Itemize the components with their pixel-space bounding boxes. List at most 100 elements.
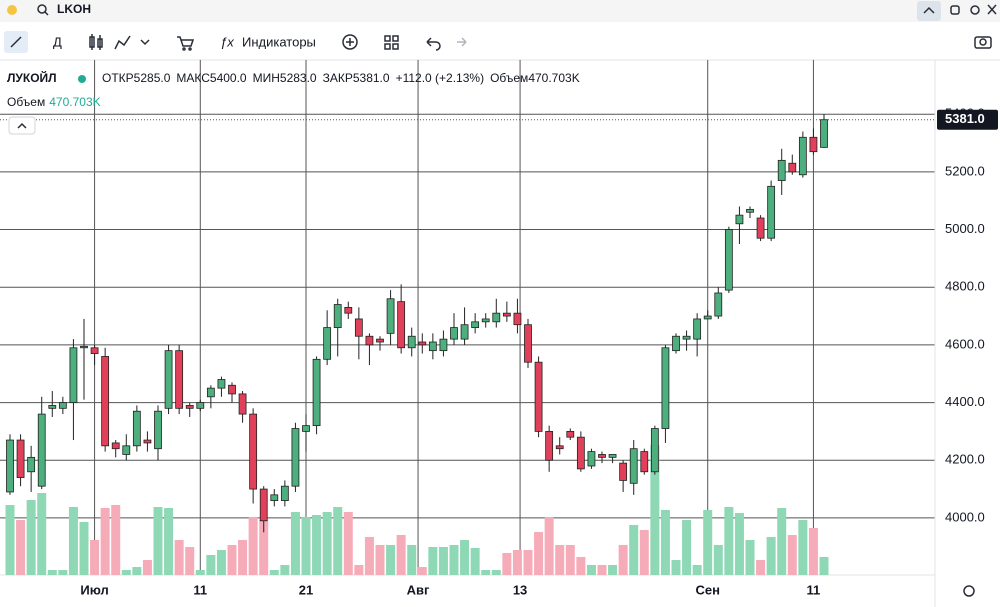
volume-bar bbox=[174, 540, 184, 575]
candle-body bbox=[259, 488, 268, 522]
candle-body bbox=[756, 217, 765, 239]
open-label: ОТКР bbox=[102, 71, 134, 85]
last-price-box bbox=[937, 109, 998, 130]
candle-body bbox=[809, 136, 818, 153]
candle-body bbox=[619, 462, 628, 481]
volume-bar bbox=[5, 505, 15, 575]
cart-icon[interactable] bbox=[177, 36, 195, 51]
volume-bar bbox=[671, 560, 681, 575]
layout-icon[interactable] bbox=[384, 35, 399, 50]
line-type-icon[interactable] bbox=[114, 35, 131, 50]
candle-body bbox=[608, 454, 617, 458]
interval[interactable]: Д bbox=[53, 34, 62, 49]
candle-body bbox=[143, 439, 152, 444]
volume-bar bbox=[269, 569, 279, 575]
ohlc-legend: ОТКР5285.0 МАКС5400.0 МИН5283.0 ЗАКР5381.0 +… bbox=[102, 71, 580, 85]
volume-bar bbox=[47, 569, 57, 575]
volume-bar bbox=[734, 513, 744, 575]
volume-bar bbox=[354, 564, 364, 575]
volume-bar bbox=[491, 569, 501, 575]
candle-body bbox=[407, 335, 416, 349]
volume-bar bbox=[576, 556, 586, 575]
collapse-legend-button[interactable] bbox=[8, 116, 36, 135]
chevron-icon[interactable] bbox=[140, 39, 150, 46]
candle-body bbox=[820, 119, 828, 148]
symbol[interactable]: LKOH bbox=[57, 2, 91, 16]
candle-body bbox=[185, 405, 194, 409]
collapse-button[interactable] bbox=[917, 1, 941, 21]
volume-bar bbox=[481, 569, 491, 575]
volume-bar bbox=[417, 567, 427, 575]
candle-body bbox=[450, 327, 458, 340]
volume-bar bbox=[618, 544, 628, 575]
candle-body bbox=[27, 456, 36, 473]
volume-bar bbox=[766, 536, 776, 575]
y-tick-label: 4600.0 bbox=[945, 336, 985, 351]
candle-body bbox=[640, 451, 649, 473]
candle-body bbox=[312, 358, 321, 427]
candle-body bbox=[397, 301, 406, 349]
undo-icon[interactable] bbox=[426, 37, 441, 51]
close-icon[interactable] bbox=[987, 4, 997, 15]
axis-settings-icon[interactable] bbox=[963, 585, 975, 597]
volume-bar bbox=[787, 534, 797, 575]
candle-body bbox=[524, 324, 532, 363]
x-tick-label: Июл bbox=[80, 582, 108, 597]
volume-bar bbox=[608, 564, 618, 575]
volume-bar bbox=[26, 500, 36, 575]
settings-icon[interactable] bbox=[970, 5, 980, 15]
y-tick-label: 4000.0 bbox=[945, 509, 985, 524]
candle-body bbox=[386, 298, 395, 334]
volume-bar bbox=[713, 544, 723, 575]
volume-bar bbox=[629, 525, 639, 575]
candle-body bbox=[101, 356, 110, 447]
snapshot-icon[interactable] bbox=[974, 36, 992, 49]
x-tick-label: 21 bbox=[299, 582, 313, 597]
candle-body bbox=[217, 379, 226, 389]
candle-body bbox=[206, 387, 215, 398]
window-icon[interactable] bbox=[950, 5, 960, 15]
volume-bar bbox=[438, 547, 448, 575]
volume-bar bbox=[724, 507, 734, 575]
volume-bar bbox=[703, 509, 713, 575]
volume-legend-value: 470.703K bbox=[49, 95, 100, 109]
search-icon[interactable] bbox=[37, 4, 49, 16]
volume-bar bbox=[206, 554, 216, 575]
fx-icon[interactable]: ƒx bbox=[220, 34, 234, 49]
candle-body bbox=[291, 428, 300, 487]
x-tick-label: 13 bbox=[513, 582, 527, 597]
candle-body bbox=[376, 338, 384, 343]
volume-bar bbox=[407, 544, 417, 575]
candle-body bbox=[555, 445, 564, 450]
volume-bar bbox=[280, 564, 290, 575]
x-tick-label: Сен bbox=[695, 582, 719, 597]
candle-body bbox=[629, 448, 638, 484]
candle-body bbox=[80, 345, 88, 349]
candle-body bbox=[777, 159, 786, 181]
volume-bar bbox=[586, 564, 596, 575]
y-tick-label: 5200.0 bbox=[945, 163, 985, 178]
candle-body bbox=[323, 327, 332, 360]
volume-bar bbox=[364, 536, 374, 575]
candle-body bbox=[587, 451, 596, 467]
candle-body bbox=[164, 350, 173, 409]
candle-body bbox=[460, 324, 469, 340]
candle-body bbox=[249, 413, 258, 490]
candle-body bbox=[90, 347, 99, 354]
indicators-button[interactable]: Индикаторы bbox=[242, 34, 316, 49]
candle-body bbox=[746, 208, 754, 213]
volume-bar bbox=[449, 544, 459, 575]
candle-body bbox=[154, 410, 162, 450]
close-value: 5381.0 bbox=[353, 71, 390, 85]
add-icon[interactable] bbox=[342, 34, 358, 50]
candle-body bbox=[672, 335, 680, 352]
volume-bar bbox=[682, 520, 692, 575]
candle-body bbox=[428, 341, 437, 352]
candle-body bbox=[122, 445, 131, 455]
candle-type-icon[interactable] bbox=[89, 34, 103, 50]
volume-bar bbox=[121, 569, 131, 575]
volume-bar bbox=[808, 528, 818, 575]
redo-icon[interactable] bbox=[457, 37, 467, 47]
candle-body bbox=[650, 428, 659, 473]
volume-bar bbox=[164, 508, 174, 575]
